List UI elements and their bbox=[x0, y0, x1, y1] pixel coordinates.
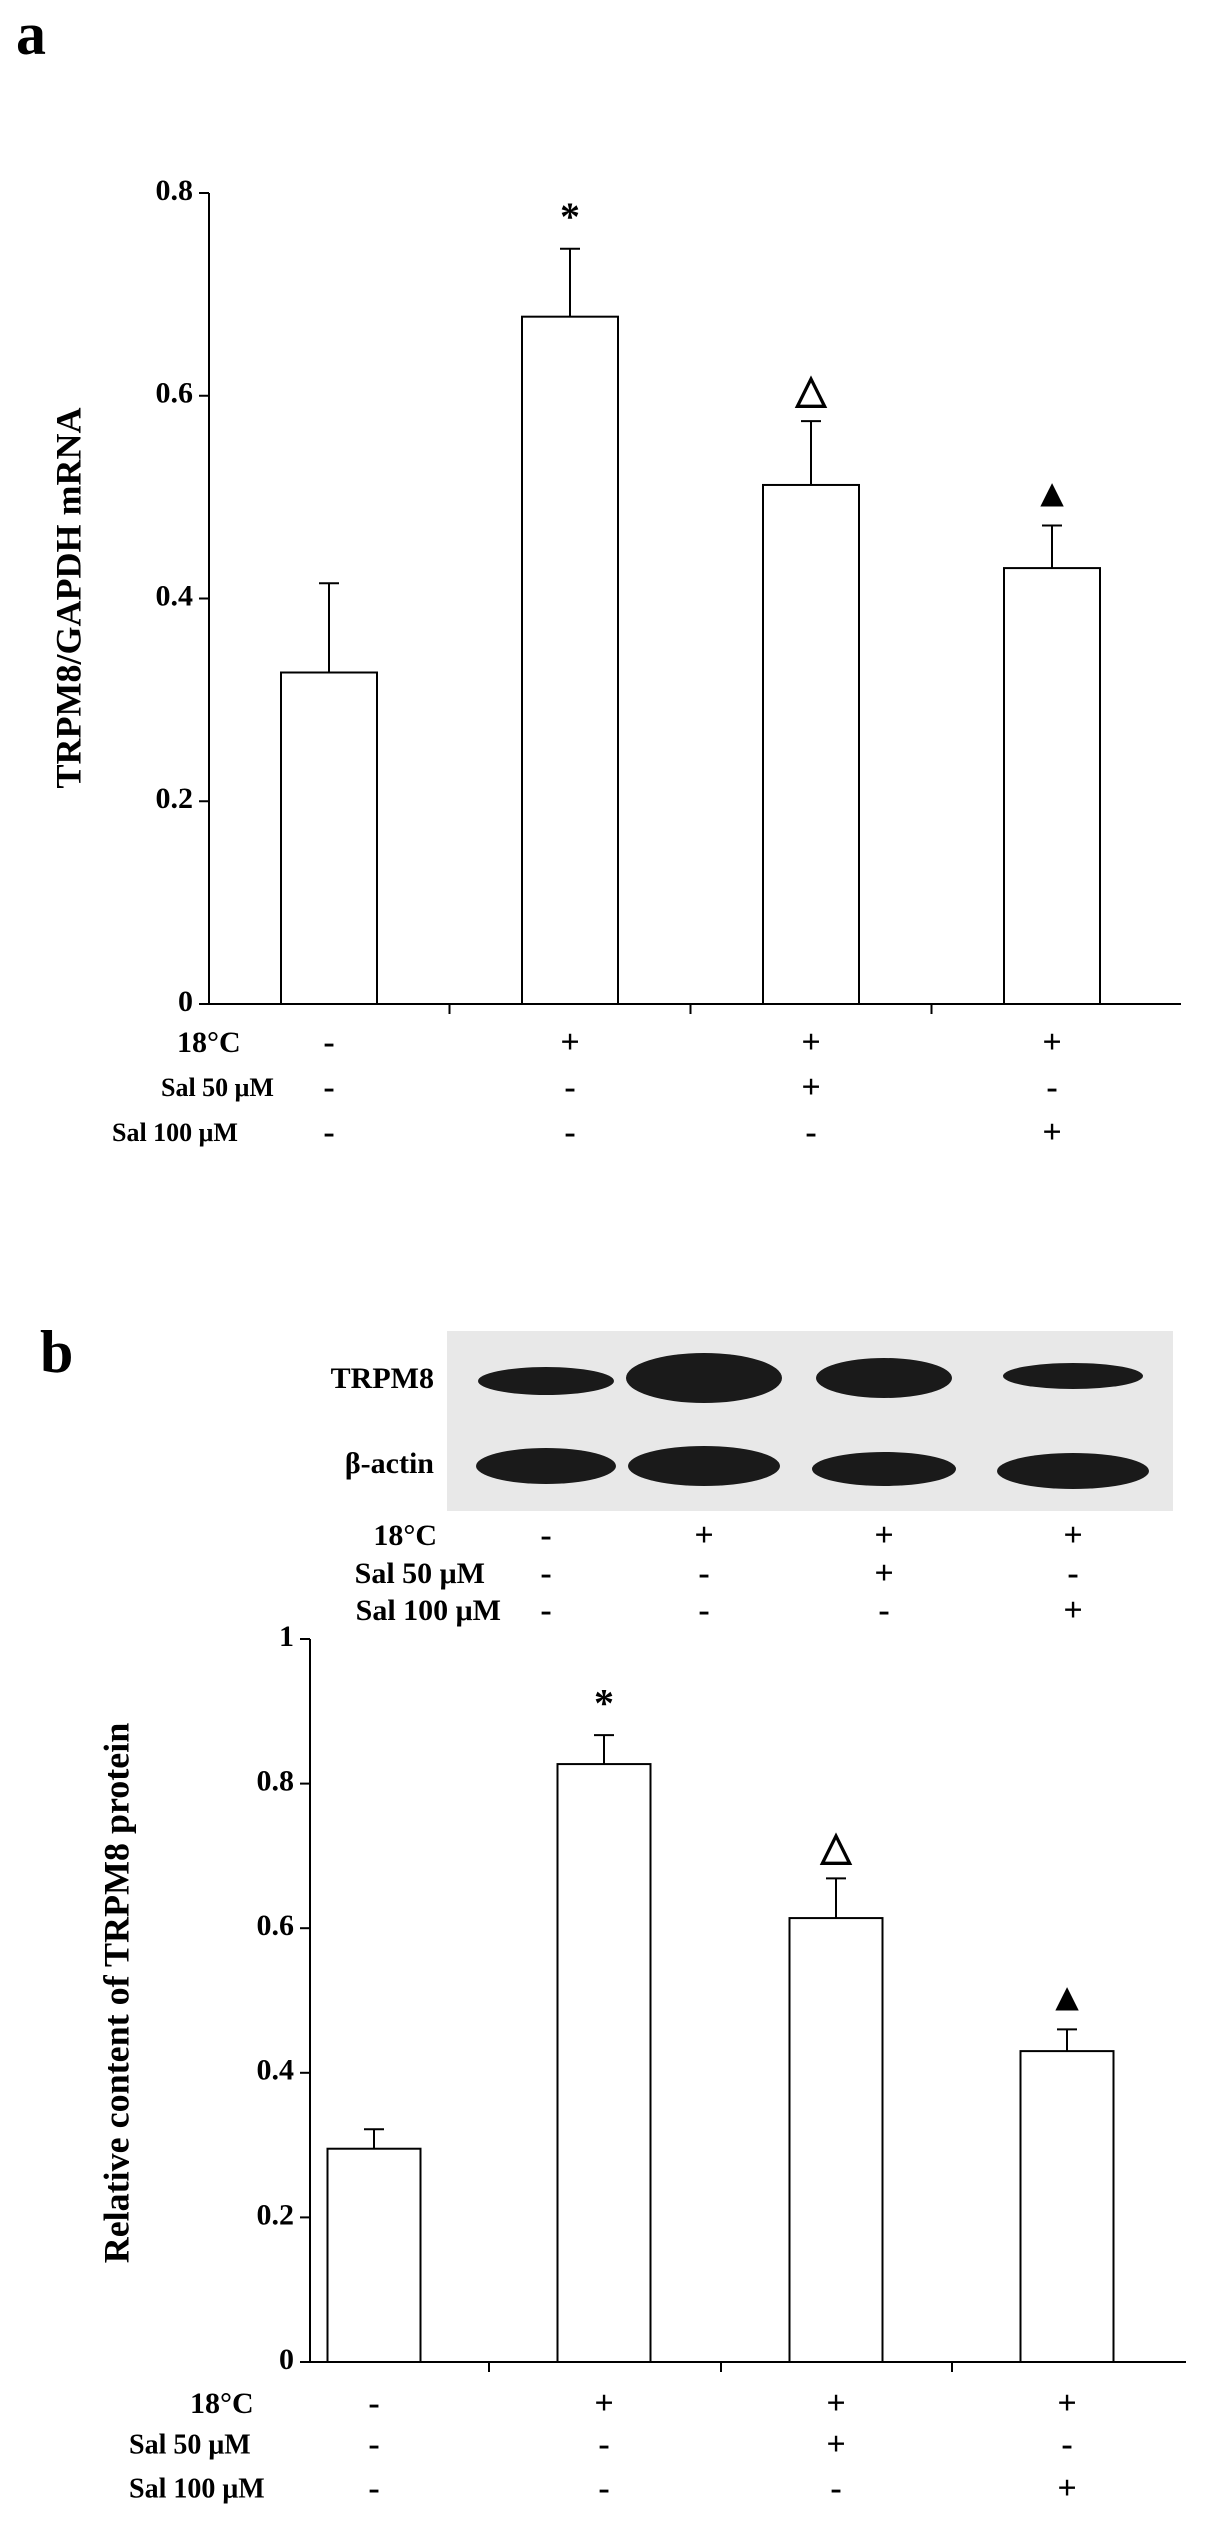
y-tick-label: 0.2 bbox=[257, 2198, 295, 2231]
blot-condition-label: Sal 100 μM bbox=[356, 1594, 501, 1627]
y-tick-label: 0 bbox=[178, 985, 193, 1018]
significance-mark: * bbox=[560, 194, 580, 239]
significance-mark: ▲ bbox=[1032, 471, 1072, 516]
y-tick-label: 0.4 bbox=[257, 2054, 295, 2087]
y-tick-label: 0.8 bbox=[257, 1764, 295, 1797]
y-tick-label: 0.8 bbox=[156, 174, 194, 207]
condition-sign: + bbox=[801, 1069, 820, 1106]
blot-label: TRPM8 bbox=[331, 1362, 434, 1395]
blot-condition-sign: + bbox=[1063, 1517, 1082, 1554]
blot-label: β-actin bbox=[345, 1447, 434, 1480]
panel-label: a bbox=[16, 1, 46, 67]
blot-condition-sign: - bbox=[698, 1555, 709, 1592]
condition-label: 18°C bbox=[177, 1026, 241, 1059]
y-tick-label: 1 bbox=[279, 1620, 294, 1653]
blot-condition-sign: - bbox=[1067, 1555, 1078, 1592]
blot-condition-sign: - bbox=[540, 1592, 551, 1629]
blot-condition-sign: - bbox=[540, 1555, 551, 1592]
condition-sign: - bbox=[564, 1114, 575, 1151]
bar bbox=[1003, 567, 1101, 1006]
y-tick-label: 0.6 bbox=[156, 377, 194, 410]
significance-mark: △ bbox=[795, 366, 828, 411]
condition-label: Sal 50 μM bbox=[129, 2429, 251, 2460]
blot-condition-sign: + bbox=[694, 1517, 713, 1554]
bar bbox=[280, 671, 378, 1005]
condition-sign: + bbox=[801, 1024, 820, 1061]
condition-sign: + bbox=[1057, 2470, 1076, 2507]
significance-mark: ▲ bbox=[1047, 1975, 1087, 2020]
condition-label: 18°C bbox=[190, 2387, 254, 2420]
blot-condition-sign: + bbox=[874, 1555, 893, 1592]
condition-label: Sal 100 μM bbox=[129, 2473, 265, 2504]
significance-mark: * bbox=[594, 1680, 614, 1725]
condition-sign: + bbox=[594, 2385, 613, 2422]
bar bbox=[326, 2147, 422, 2364]
condition-sign: - bbox=[368, 2385, 379, 2422]
blot-condition-sign: - bbox=[878, 1592, 889, 1629]
significance-mark: △ bbox=[820, 1823, 853, 1868]
condition-sign: - bbox=[830, 2470, 841, 2507]
condition-sign: - bbox=[805, 1114, 816, 1151]
condition-sign: + bbox=[1042, 1114, 1061, 1151]
condition-sign: + bbox=[1042, 1024, 1061, 1061]
blot-bands bbox=[476, 1353, 1149, 1489]
y-tick-label: 0.2 bbox=[156, 782, 194, 815]
condition-sign: - bbox=[323, 1114, 334, 1151]
condition-sign: - bbox=[368, 2426, 379, 2463]
bar bbox=[1019, 2050, 1115, 2364]
condition-sign: - bbox=[368, 2470, 379, 2507]
bar bbox=[788, 1917, 884, 2363]
bar bbox=[556, 1763, 652, 2363]
blot-condition-sign: + bbox=[1063, 1592, 1082, 1629]
y-tick-label: 0.6 bbox=[257, 1909, 295, 1942]
condition-sign: + bbox=[826, 2385, 845, 2422]
y-axis-label: TRPM8/GAPDH mRNA bbox=[48, 408, 88, 789]
condition-sign: - bbox=[598, 2470, 609, 2507]
condition-sign: + bbox=[826, 2426, 845, 2463]
condition-sign: - bbox=[323, 1069, 334, 1106]
condition-sign: - bbox=[323, 1024, 334, 1061]
panel-label: b bbox=[40, 1319, 73, 1385]
condition-label: Sal 50 μM bbox=[161, 1073, 274, 1102]
y-tick-label: 0.4 bbox=[156, 579, 194, 612]
bar bbox=[762, 483, 860, 1005]
condition-sign: - bbox=[564, 1069, 575, 1106]
blot-condition-sign: - bbox=[540, 1517, 551, 1554]
y-tick-label: 0 bbox=[279, 2343, 294, 2376]
blot-condition-label: 18°C bbox=[373, 1519, 437, 1552]
condition-sign: + bbox=[560, 1024, 579, 1061]
condition-sign: + bbox=[1057, 2385, 1076, 2422]
blot-condition-label: Sal 50 μM bbox=[355, 1557, 485, 1590]
bar bbox=[521, 315, 619, 1005]
blot-condition-sign: - bbox=[698, 1592, 709, 1629]
condition-sign: - bbox=[1061, 2426, 1072, 2463]
y-axis-label: Relative content of TRPM8 protein bbox=[96, 1723, 136, 2264]
blot-condition-sign: + bbox=[874, 1517, 893, 1554]
condition-label: Sal 100 μM bbox=[112, 1118, 238, 1147]
condition-sign: - bbox=[598, 2426, 609, 2463]
condition-sign: - bbox=[1046, 1069, 1057, 1106]
